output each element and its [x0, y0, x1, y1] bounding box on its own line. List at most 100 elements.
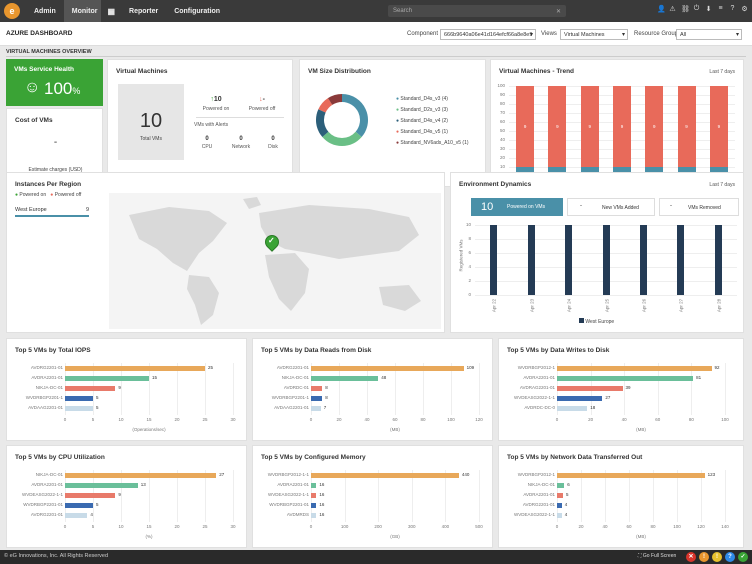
top5-bar[interactable] [311, 503, 317, 508]
tab-admin[interactable]: Admin [34, 7, 56, 15]
link-icon[interactable]: ⛓ [681, 6, 690, 13]
user-icon[interactable]: 👤 [657, 6, 666, 13]
eg-logo-icon[interactable]: e [4, 3, 20, 19]
top5-bar[interactable] [65, 503, 93, 508]
top5-bar[interactable] [557, 366, 712, 371]
resource-group-select[interactable]: All [676, 29, 742, 40]
top5-bar[interactable] [65, 396, 93, 401]
top5-title: Top 5 VMs by Data Reads from Disk [261, 347, 372, 354]
top5-bar[interactable] [557, 473, 705, 478]
trend-bar-on[interactable] [516, 167, 535, 176]
top5-bar[interactable] [65, 386, 116, 391]
gear-icon[interactable]: ⚙ [741, 6, 748, 13]
trend-bar-on[interactable] [677, 167, 696, 176]
top5-bar[interactable] [65, 513, 88, 518]
top5-bar[interactable] [65, 406, 93, 411]
legend-label: Standard_D4s_v4 (2) [400, 118, 448, 124]
tab-reporter[interactable]: Reporter [129, 7, 159, 15]
env-bar[interactable] [714, 225, 722, 295]
critical-alarm-icon[interactable]: ✕ [686, 552, 696, 562]
env-bar[interactable] [565, 225, 573, 295]
top5-bar[interactable] [557, 513, 562, 518]
info-icon[interactable]: ? [725, 552, 735, 562]
service-health-panel[interactable]: VMs Service Health ☺ 100% [6, 59, 103, 106]
major-alarm-icon[interactable]: ! [699, 552, 709, 562]
legend-item[interactable]: ● Standard_D4s_v4 (2) [396, 118, 469, 124]
world-map[interactable] [109, 193, 441, 329]
top5-bar[interactable] [311, 473, 459, 478]
region-row[interactable]: West Europe 9 [15, 207, 89, 217]
minor-alarm-icon[interactable]: ! [712, 552, 722, 562]
trend-bar-on[interactable] [613, 167, 631, 176]
top5-bar[interactable] [311, 406, 321, 411]
donut-slice[interactable] [341, 94, 368, 138]
top5-bar[interactable] [557, 483, 565, 488]
donut-slice[interactable] [318, 98, 333, 113]
normal-status-icon[interactable]: ✓ [738, 552, 748, 562]
top5-bar[interactable] [311, 386, 323, 391]
total-vms-box[interactable]: 10 Total VMs [118, 84, 184, 160]
top5-bar[interactable] [65, 366, 205, 371]
top5-bar[interactable] [311, 493, 317, 498]
top5-bar[interactable] [65, 473, 217, 478]
trend-bar-off[interactable] [613, 86, 631, 167]
top5-bar[interactable] [557, 386, 623, 391]
env-bar[interactable] [639, 225, 647, 295]
top5-bar[interactable] [311, 376, 379, 381]
env-bar[interactable] [527, 225, 535, 295]
donut-slice[interactable] [322, 131, 362, 146]
donut-slice[interactable] [327, 94, 343, 105]
close-icon[interactable]: ✕ [555, 8, 561, 15]
top5-bar[interactable] [65, 483, 138, 488]
legend-item[interactable]: ● Standard_D4s_v3 (4) [396, 96, 469, 102]
top5-bar[interactable] [65, 376, 149, 381]
top5-bar[interactable] [557, 493, 563, 498]
legend-off-label: Powered off [54, 192, 82, 198]
help-icon[interactable]: ? [730, 5, 735, 12]
power-icon[interactable]: ⏻ [693, 5, 700, 12]
grid-icon[interactable]: ▦ [107, 6, 116, 16]
download-icon[interactable]: ⬇ [705, 6, 712, 13]
top5-bar[interactable] [311, 366, 464, 371]
env-bar[interactable] [490, 225, 498, 295]
env-bar[interactable] [602, 225, 610, 295]
top5-bar[interactable] [311, 396, 323, 401]
full-screen-button[interactable]: ⛶ Go Full Screen [638, 553, 676, 559]
views-select[interactable]: Virtual Machines [560, 29, 628, 40]
trend-bar-on[interactable] [645, 167, 664, 176]
trend-bar-off[interactable] [516, 86, 535, 167]
search-input[interactable]: Search ✕ [388, 5, 566, 17]
top5-bar[interactable] [557, 503, 562, 508]
env-bar[interactable] [677, 225, 685, 295]
top5-bar[interactable] [311, 483, 317, 488]
top5-bar[interactable] [557, 376, 694, 381]
donut-slice[interactable] [316, 109, 329, 138]
vm-name-label: WVDRBGP2201-01 [23, 502, 63, 507]
trend-bar-off[interactable] [548, 86, 567, 167]
gridline [725, 363, 726, 415]
tab-configuration[interactable]: Configuration [174, 7, 221, 15]
new-vms-card[interactable]: - New VMs Added [567, 198, 655, 216]
vms-removed-card[interactable]: - VMs Removed [659, 198, 739, 216]
component-select[interactable]: 666b9640a06e41d164efcf66a8e8e9 [440, 29, 536, 40]
powered-on-vms-card[interactable]: 10 Powered on VMs [471, 198, 563, 216]
menu-icon[interactable]: ≡ [718, 5, 723, 12]
trend-bar-off[interactable] [645, 86, 664, 167]
legend-item[interactable]: ● Standard_D4s_v5 (1) [396, 129, 469, 135]
legend-item[interactable]: ● Standard_NV6ads_A10_v5 (1) [396, 140, 469, 146]
trend-bar-on[interactable] [580, 167, 599, 176]
trend-bar-on[interactable] [709, 167, 728, 176]
trend-bar-off[interactable] [580, 86, 599, 167]
trend-bar-off[interactable] [677, 86, 696, 167]
top5-bar[interactable] [65, 493, 116, 498]
legend-item[interactable]: ● Standard_D2s_v3 (3) [396, 107, 469, 113]
trend-bar-off[interactable] [709, 86, 728, 167]
top5-title: Top 5 VMs by Total IOPS [15, 347, 91, 354]
top5-bar[interactable] [557, 406, 588, 411]
top5-bar[interactable] [557, 396, 603, 401]
top5-bar[interactable] [311, 513, 317, 518]
alert-icon[interactable]: ⚠ [669, 6, 676, 13]
tab-monitor[interactable]: Monitor [63, 0, 102, 22]
views-label: Views [541, 31, 557, 37]
trend-bar-on[interactable] [548, 167, 567, 176]
